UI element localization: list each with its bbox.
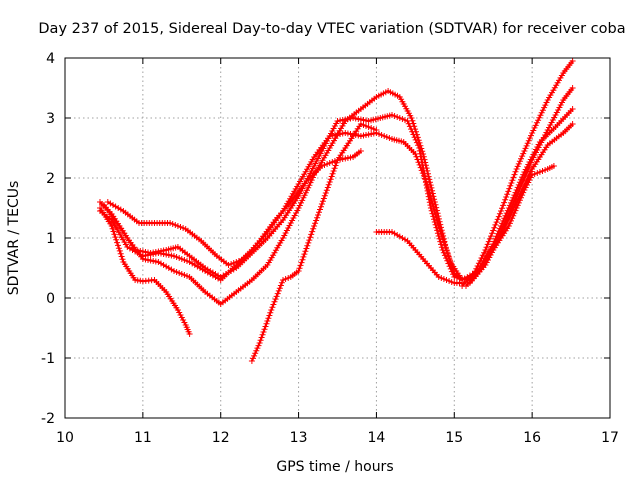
series-track-4 <box>97 106 576 283</box>
x-tick-label: 16 <box>523 430 541 446</box>
series-markers <box>104 148 364 268</box>
series-markers <box>373 229 466 286</box>
x-tick-label: 12 <box>212 430 230 446</box>
series-markers <box>459 58 576 289</box>
y-tick-label: 0 <box>46 291 55 307</box>
series-track-9 <box>459 58 576 289</box>
series-markers <box>466 121 576 286</box>
y-axis-label: SDTVAR / TECUs <box>6 181 22 296</box>
series-track-6 <box>248 121 380 364</box>
series-markers <box>97 106 576 283</box>
chart-title: Day 237 of 2015, Sidereal Day-to-day VTE… <box>38 21 625 37</box>
y-tick-label: -2 <box>41 411 55 427</box>
y-tick-label: 1 <box>46 231 55 247</box>
series-line <box>461 60 574 287</box>
x-tick-label: 13 <box>290 430 308 446</box>
series-line <box>103 87 574 282</box>
x-axis-label: GPS time / hours <box>276 459 393 475</box>
series-track-7 <box>373 229 466 286</box>
series-track-5 <box>104 148 364 268</box>
x-tick-label: 10 <box>56 430 74 446</box>
y-tick-label: 4 <box>46 51 55 67</box>
x-tick-label: 15 <box>445 430 463 446</box>
y-tick-label: -1 <box>41 351 55 367</box>
series-track-3 <box>100 85 576 283</box>
data-series <box>97 58 576 364</box>
x-tick-label: 11 <box>134 430 152 446</box>
series-markers <box>248 121 380 364</box>
grid-lines <box>65 58 610 418</box>
y-tick-label: 3 <box>46 111 55 127</box>
x-tick-label: 14 <box>368 430 386 446</box>
y-tick-label: 2 <box>46 171 55 187</box>
series-markers <box>100 85 576 283</box>
series-track-10 <box>466 121 576 286</box>
x-tick-label: 17 <box>601 430 619 446</box>
